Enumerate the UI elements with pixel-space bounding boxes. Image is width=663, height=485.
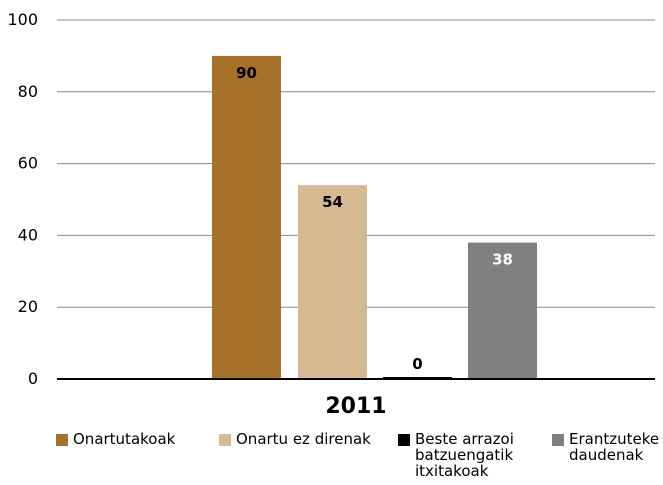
legend-item-onartu-ez-direnak: Onartu ez direnak: [219, 431, 371, 447]
bar: [468, 242, 537, 379]
y-axis-ticks: 0 20 40 60 80 100: [7, 10, 38, 388]
bar: [298, 185, 367, 379]
data-label: 0: [412, 355, 422, 373]
data-labels: 90 54 0 38: [236, 64, 513, 373]
legend-label: Erantzuteke daudenak: [569, 430, 660, 464]
legend-swatch: [219, 434, 231, 446]
data-label: 54: [322, 193, 343, 211]
legend-label: Onartutakoak: [73, 430, 176, 448]
y-tick-label: 60: [18, 154, 38, 173]
data-label: 90: [236, 64, 257, 82]
legend-item-erantzuteke-daudenak: Erantzuteke daudenak: [552, 431, 659, 463]
category-label: 2011: [325, 394, 386, 419]
legend-label: Beste arrazoi batzuengatik itxitakoak: [415, 430, 514, 480]
legend-swatch: [398, 434, 410, 446]
legend: Onartutakoak Onartu ez direnak Beste arr…: [0, 431, 663, 485]
y-tick-label: 0: [28, 369, 38, 388]
bar: [212, 55, 281, 380]
bars: [212, 55, 537, 380]
data-label: 38: [492, 251, 513, 269]
legend-item-beste-arrazoi: Beste arrazoi batzuengatik itxitakoak: [398, 431, 514, 479]
gridlines: [57, 19, 655, 308]
y-tick-label: 100: [7, 10, 38, 29]
y-tick-label: 20: [18, 297, 38, 316]
legend-item-onartutakoak: Onartutakoak: [56, 431, 175, 447]
y-tick-label: 80: [18, 82, 38, 101]
legend-swatch: [552, 434, 564, 446]
legend-label: Onartu ez direnak: [236, 430, 371, 448]
y-tick-label: 40: [18, 225, 38, 244]
legend-swatch: [56, 434, 68, 446]
